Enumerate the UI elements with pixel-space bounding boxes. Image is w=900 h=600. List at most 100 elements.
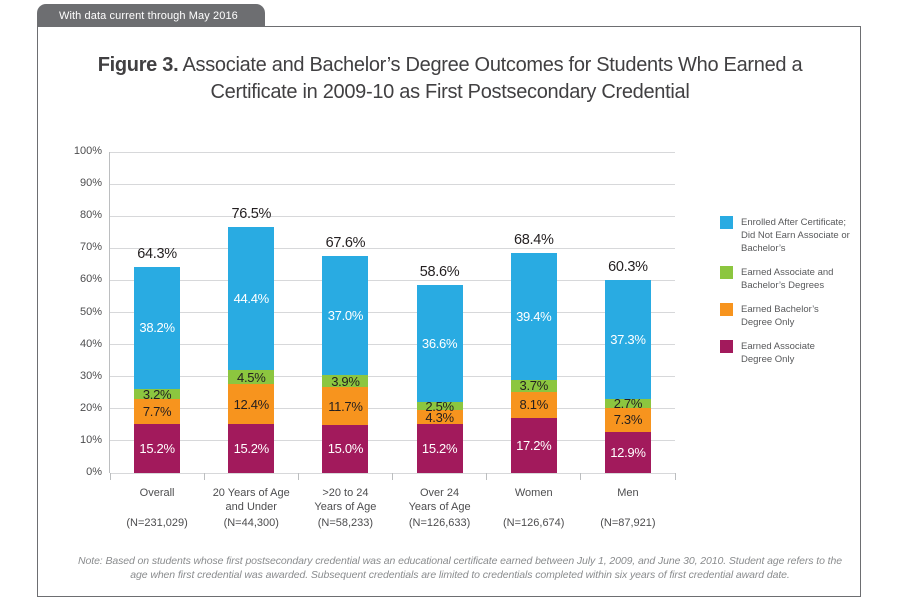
bar-segment (416, 410, 463, 425)
bar-total-label: 76.5% (231, 206, 272, 223)
x-category-label: Men (617, 487, 639, 499)
banner-text: With data current through May 2016 (59, 9, 238, 22)
bar-segment-value-label: 37.3% (610, 332, 646, 348)
bar-segment-value-label: 12.9% (610, 444, 646, 460)
bar-segment (510, 391, 557, 418)
legend-label: Earned Bachelor’s Degree Only (741, 304, 819, 328)
bar-total-label: 60.3% (608, 258, 648, 275)
y-axis-line (109, 152, 110, 473)
x-category-n-label: (N=126,633) (408, 517, 471, 529)
bar-segment (322, 256, 369, 375)
x-axis-tick (392, 473, 393, 480)
y-axis-tick-label: 40% (79, 337, 102, 350)
chart-legend: Enrolled After Certificate; Did Not Earn… (720, 216, 860, 377)
grid-line (110, 183, 675, 185)
bar-segment (604, 431, 651, 473)
bar-segment-value-label: 15.2% (421, 441, 458, 457)
x-category-n-label: (N=87,921) (600, 517, 656, 529)
bar-segment-value-label: 15.2% (139, 441, 175, 457)
y-axis-tick-label: 20% (79, 401, 102, 414)
x-axis-tick (203, 473, 205, 480)
legend-swatch-magenta (720, 340, 733, 353)
bar-segment-value-label: 4.5% (237, 369, 266, 385)
legend-label: Enrolled After Certificate; Did Not Earn… (741, 217, 850, 254)
x-axis-tick (109, 473, 111, 480)
figure-number: Figure 3. (97, 54, 179, 76)
x-axis-tick (297, 473, 299, 480)
x-category-label: Over 24 Years of Age (408, 487, 471, 513)
bar-segment (134, 424, 181, 473)
bar-segment-value-label: 39.4% (516, 309, 552, 325)
figure-title: Figure 3. Associate and Bachelor’s Degre… (90, 52, 810, 106)
y-axis-tick-label: 70% (79, 241, 102, 254)
figure-title-text: Associate and Bachelor’s Degree Outcomes… (178, 54, 803, 103)
bar-segment-value-label: 3.9% (331, 373, 360, 389)
bar-total-label: 67.6% (325, 235, 366, 251)
bar-segment-value-label: 15.0% (327, 441, 364, 457)
bar-segment-value-label: 3.7% (519, 378, 549, 394)
bar-segment-value-label: 15.2% (233, 441, 270, 457)
bar-segment (604, 279, 651, 400)
bar-segment-value-label: 3.2% (142, 386, 172, 402)
bar-segment (228, 369, 275, 385)
bar-segment-value-label: 7.3% (613, 412, 643, 428)
x-category-n-label: (N=58,233) (317, 517, 374, 529)
bar-segment-value-label: 36.6% (421, 336, 458, 352)
grid-line (110, 247, 675, 249)
bar-segment (228, 384, 275, 425)
bar-segment-value-label: 37.0% (327, 307, 364, 323)
bar-segment (510, 253, 557, 380)
bar-segment (322, 424, 369, 473)
legend-label: Earned Associate and Bachelor’s Degrees (741, 267, 834, 291)
legend-item-earned-bachelors-only: Earned Bachelor’s Degree Only (720, 303, 860, 329)
grid-line (110, 279, 675, 281)
x-axis-tick (486, 473, 488, 480)
bar-segment (416, 402, 463, 411)
y-axis-tick-label: 10% (79, 433, 102, 446)
bar-segment (134, 399, 181, 425)
grid-line (110, 151, 675, 153)
bar-segment-value-label: 38.2% (139, 320, 175, 336)
bar-segment-value-label: 4.3% (425, 409, 454, 425)
chart-plot-area: 0% 10% 20% 30% 40% 50% 60% 70% 80% 90% 100% 15.2% 7.… (74, 145, 676, 529)
x-category-label: Women (514, 487, 553, 499)
bar-segment-value-label: 8.1% (519, 397, 549, 413)
y-axis-tick-label: 50% (79, 305, 102, 318)
bar-total-label: 68.4% (513, 232, 554, 249)
legend-label: Earned Associate Degree Only (741, 341, 815, 365)
y-axis-tick-label: 90% (79, 177, 102, 190)
bar-segment (604, 399, 651, 409)
bar-total-label: 58.6% (419, 263, 460, 280)
bar-total-label: 64.3% (137, 245, 177, 262)
x-category-n-label: (N=231,029) (126, 517, 188, 529)
bar-segment (510, 417, 557, 473)
grid-line (110, 408, 675, 410)
x-category-n-label: (N=44,300) (223, 517, 279, 529)
bar-segment-value-label: 7.7% (142, 404, 172, 420)
figure-note: Note: Based on students whose first post… (78, 555, 842, 581)
bar-segment-value-label: 12.4% (233, 396, 270, 412)
legend-swatch-orange (720, 303, 733, 316)
legend-item-earned-associate-and-bachelors: Earned Associate and Bachelor’s Degrees (720, 266, 860, 292)
grid-line (110, 312, 675, 313)
grid-line (110, 440, 675, 442)
bar-segment (228, 424, 275, 473)
y-axis-tick-label: 100% (73, 145, 102, 157)
y-axis-tick-label: 0% (86, 466, 102, 478)
legend-item-enrolled-after-certificate: Enrolled After Certificate; Did Not Earn… (720, 216, 860, 255)
x-category-label: 20 Years of Age and Under (212, 487, 290, 513)
bar-segment (510, 379, 557, 392)
y-axis-tick-label: 80% (79, 209, 102, 222)
bar-segment (322, 387, 369, 425)
bar-segment (416, 284, 463, 403)
bar-segment (228, 227, 275, 370)
bar-segment (416, 424, 463, 473)
grid-line (110, 215, 675, 217)
grid-line (110, 344, 675, 346)
x-category-label: >20 to 24 Years of Age (314, 487, 377, 513)
data-currency-banner: With data current through May 2016 (37, 4, 265, 27)
bar-segment-value-label: 2.5% (425, 398, 454, 414)
bar-segment (322, 374, 369, 388)
y-axis-tick-label: 60% (79, 273, 102, 286)
x-category-label: Overall (139, 487, 175, 499)
